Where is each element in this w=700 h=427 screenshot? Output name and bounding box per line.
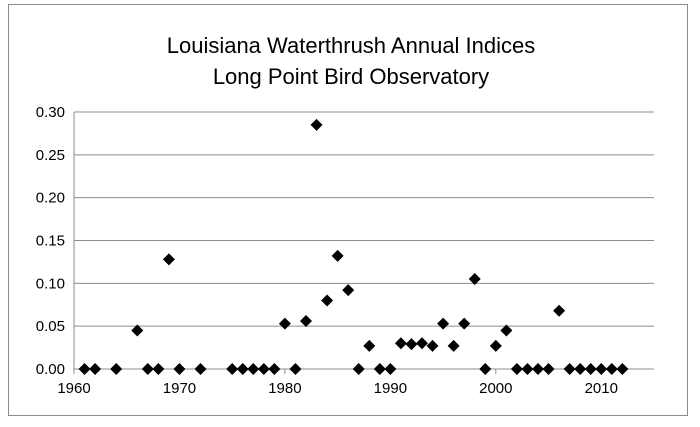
- data-point-marker: [141, 363, 154, 375]
- y-tick-label: 0.10: [36, 275, 65, 292]
- data-point-marker: [162, 253, 175, 266]
- data-point-marker: [152, 363, 165, 375]
- axes: [73, 112, 654, 374]
- data-point-marker: [194, 363, 207, 375]
- data-point-marker: [110, 363, 123, 375]
- chart-frame: Louisiana Waterthrush Annual Indices Lon…: [8, 4, 688, 416]
- x-tick-label: 1960: [57, 380, 90, 397]
- gridlines: [74, 111, 654, 327]
- chart-title-line-2: Long Point Bird Observatory: [213, 64, 489, 89]
- data-point-marker: [553, 304, 566, 317]
- x-tick-labels: 1960 1970 1980 1990 2000 2010: [57, 380, 618, 397]
- data-point-marker: [384, 363, 397, 375]
- data-point-marker: [426, 339, 439, 352]
- data-point-marker: [405, 338, 418, 351]
- data-point-marker: [416, 337, 428, 350]
- chart-title-line-1: Louisiana Waterthrush Annual Indices: [167, 33, 536, 58]
- data-point-marker: [510, 363, 523, 375]
- y-tick-label: 0.15: [36, 233, 65, 250]
- data-point-marker: [173, 363, 186, 375]
- x-tick-label: 1970: [163, 380, 196, 397]
- data-point-marker: [616, 363, 629, 375]
- data-point-marker: [394, 337, 407, 350]
- data-point-marker: [489, 339, 502, 352]
- x-tick-label: 2010: [585, 380, 618, 397]
- data-point-marker: [300, 315, 312, 328]
- y-tick-labels: 0.00 0.05 0.10 0.15 0.20 0.25 0.30: [36, 104, 65, 378]
- data-point-marker: [278, 317, 291, 330]
- y-tick-label: 0.05: [36, 318, 65, 335]
- data-point-marker: [268, 363, 281, 375]
- data-point-marker: [595, 363, 608, 375]
- data-point-marker: [437, 317, 450, 330]
- y-tick-label: 0.25: [36, 147, 65, 164]
- y-tick-label: 0.20: [36, 190, 65, 207]
- data-point-marker: [521, 363, 534, 375]
- data-point-marker: [310, 118, 323, 131]
- data-point-marker: [236, 363, 249, 375]
- data-point-marker: [574, 363, 587, 375]
- scatter-chart: Louisiana Waterthrush Annual Indices Lon…: [36, 33, 654, 397]
- data-point-marker: [289, 363, 302, 375]
- data-point-marker: [500, 324, 513, 337]
- data-point-marker: [257, 363, 270, 375]
- data-point-marker: [331, 249, 344, 262]
- data-point-marker: [373, 363, 386, 375]
- data-point-marker: [458, 317, 471, 330]
- data-point-marker: [131, 324, 144, 337]
- x-tick-label: 1990: [374, 380, 407, 397]
- data-point-marker: [447, 339, 460, 352]
- data-point-marker: [584, 363, 597, 375]
- data-point-marker: [605, 363, 618, 375]
- data-point-marker: [321, 294, 334, 307]
- data-point-marker: [563, 363, 576, 375]
- data-point-marker: [363, 339, 376, 352]
- y-tick-label: 0.30: [36, 104, 65, 121]
- data-point-marker: [89, 363, 102, 375]
- data-point-marker: [542, 363, 555, 375]
- data-point-marker: [479, 363, 492, 375]
- y-tick-label: 0.00: [36, 361, 65, 378]
- data-point-marker: [78, 363, 91, 375]
- data-point-marker: [352, 363, 365, 375]
- data-point-marker: [532, 363, 544, 375]
- data-points: [78, 118, 629, 375]
- x-tick-label: 1980: [268, 380, 301, 397]
- data-point-marker: [468, 273, 481, 286]
- data-point-marker: [226, 363, 239, 375]
- data-point-marker: [342, 284, 355, 297]
- data-point-marker: [247, 363, 260, 375]
- x-tick-label: 2000: [479, 380, 512, 397]
